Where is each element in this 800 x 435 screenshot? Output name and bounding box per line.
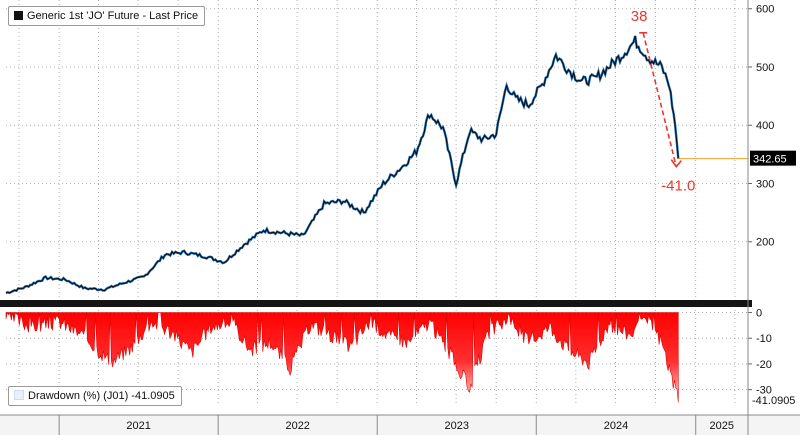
x-axis: 2021 2022 2023 2024 2025 [0,414,800,435]
drawdown-area [5,311,679,403]
y-tick-label: 300 [756,178,774,190]
price-legend: Generic 1st 'JO' Future - Last Price [8,6,206,26]
y-tick-label: 0 [756,308,762,320]
price-line-shadow [5,35,680,295]
drawdown-legend-label: Drawdown (%) (J01) -41.0905 [28,390,175,402]
price-line [5,35,679,294]
price-y-axis: 200 300 400 500 600 [748,4,774,249]
series-swatch [14,11,23,20]
y-tick-label: 200 [756,237,774,249]
price-legend-label: Generic 1st 'JO' Future - Last Price [27,10,199,22]
y-tick-label: -30 [756,385,772,397]
drawdown-y-axis: 0 -10 -20 -30 [748,308,772,397]
arrowhead [670,159,682,168]
panel-divider [0,300,752,307]
y-tick-label: 400 [756,120,774,132]
x-axis-band [0,415,800,435]
x-tick-label: 2021 [126,420,150,432]
x-tick-label: 2023 [444,420,468,432]
last-price-tag: 342.65 [753,154,787,166]
y-tick-label: 600 [756,4,774,16]
drawdown-last-value: -41.0905 [752,395,795,407]
y-tick-label: 500 [756,62,774,74]
peak-to-low-arrow [642,32,678,167]
x-tick-label: 2025 [709,420,733,432]
y-tick-label: -10 [756,333,772,345]
x-tick-label: 2024 [604,420,628,432]
peak-annotation: 38 [631,8,648,25]
drawdown-swatch [14,390,24,400]
drawdown-annotation: -41.0 [661,178,695,195]
last-price-tag-bg [750,150,796,166]
drawdown-legend: Drawdown (%) (J01) -41.0905 [8,386,182,406]
x-tick-label: 2022 [285,420,309,432]
y-tick-label: -20 [756,359,772,371]
